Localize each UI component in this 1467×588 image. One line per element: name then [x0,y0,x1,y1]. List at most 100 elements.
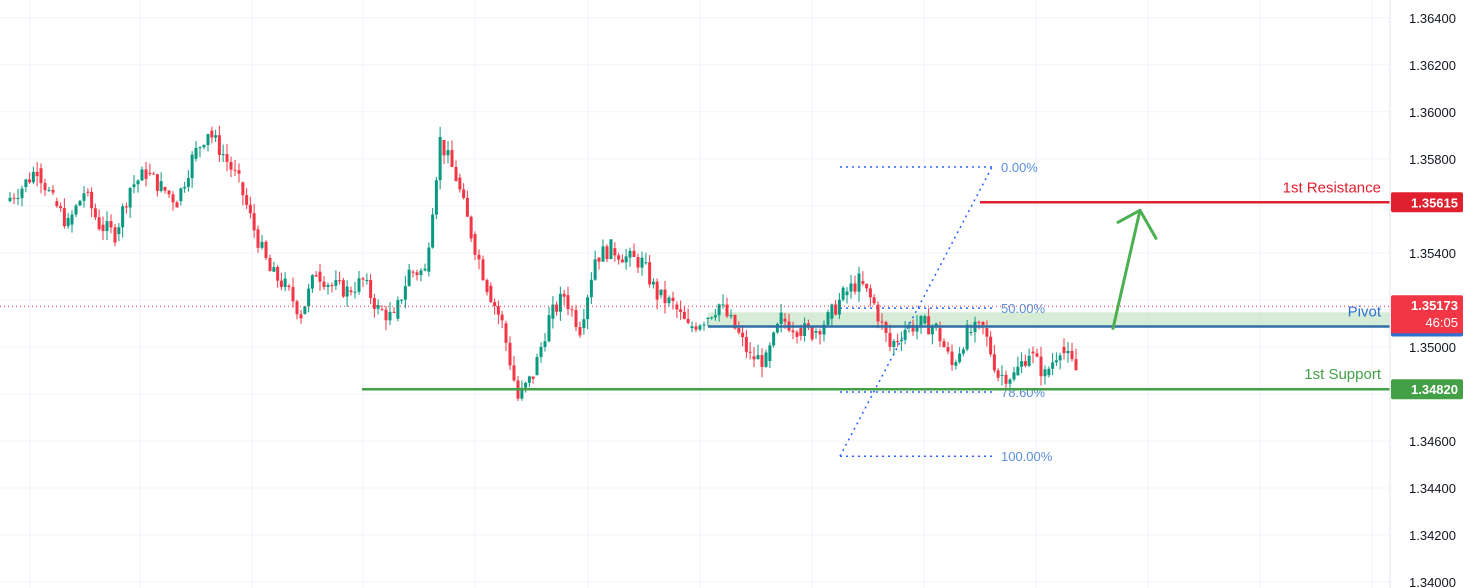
candle [648,255,652,288]
candle [450,140,454,168]
pivot-zone [708,312,1390,327]
candle [531,376,535,384]
candle [512,356,516,382]
candle [508,336,512,370]
candle-body [690,326,694,329]
candle [90,187,94,218]
candle-body [245,195,249,205]
candle-body [686,318,690,324]
candle [551,296,555,329]
resistance-price-tag: 1.35615 [1411,195,1458,210]
fib-level-label: 50.00% [1001,301,1046,316]
candle-body [167,190,171,195]
candle-body [640,257,644,268]
candle-body [55,201,59,207]
candle [636,253,640,273]
candle [314,271,318,277]
candle-body [570,309,574,311]
candle-body [392,311,396,313]
candle-body [415,272,419,276]
candle-body [868,288,872,298]
candle-body [144,169,148,180]
candle-body [113,227,117,243]
candle [252,203,256,238]
candle [307,283,311,313]
candle-body [252,213,256,231]
candle [985,320,989,347]
candle-body [667,297,671,304]
candle-body [1004,374,1008,384]
candle [961,347,965,357]
candle [841,285,845,302]
candle [248,196,252,219]
candle [51,185,55,196]
candle [361,276,365,288]
candle-body [977,321,981,323]
candle [620,254,624,263]
candle-body [1066,350,1070,354]
candle [287,283,291,291]
candle-body [1058,355,1062,361]
candles[interactable] [8,125,1078,402]
candle-body [896,341,900,343]
candle-body [679,309,683,312]
candle [310,274,314,293]
candle [434,176,438,220]
candle-body [132,184,136,188]
candle [376,299,380,315]
fibonacci-retracement[interactable]: 0.00% 50.00% 78.60% 100.00% [839,160,1053,464]
candle [830,303,834,328]
candle-body [659,289,663,296]
price-tick-label: 1.34200 [1409,528,1456,543]
candle [210,126,214,144]
candle-body [849,283,853,292]
level-label: 1st Resistance [1283,179,1381,196]
candle-body [539,346,543,358]
candle [868,284,872,307]
candle [148,163,152,177]
candle-body [469,216,473,239]
candle-body [578,327,582,336]
candle [679,300,683,320]
candle-body [268,257,272,272]
candle-body [434,180,438,215]
candle-body [834,304,838,315]
candle [214,129,218,143]
candle-body [427,247,431,272]
candle-body [632,250,636,257]
candle-body [47,189,51,191]
candle [791,321,795,340]
candle-body [287,285,291,288]
candle-body [24,179,28,188]
candle [694,322,698,333]
projection-arrow[interactable] [1111,208,1158,330]
candle [101,216,105,241]
price-axis[interactable]: 1.364001.362001.360001.358001.356001.354… [1389,0,1467,588]
candle-body [93,208,97,218]
candle-body [566,295,570,310]
candle [43,178,47,196]
candle [923,314,927,325]
candle-body [136,180,140,185]
candle-body [221,154,225,156]
candle [752,347,756,367]
candle-body [481,259,485,281]
candle-body [555,304,559,312]
candle-body [66,217,70,227]
candle [725,297,729,318]
candle-body [748,351,752,353]
candle [775,322,779,334]
candle [989,331,993,357]
candle-body [702,324,706,326]
candle-body [477,254,481,260]
level-lines[interactable]: 1st Resistance Pivot 1st Support [0,179,1390,391]
candle-body [628,250,632,258]
candle [810,325,814,342]
candle-body [919,315,923,326]
candle [415,269,419,281]
candle-body [892,341,896,347]
candle-body [229,161,233,170]
candle [667,295,671,307]
